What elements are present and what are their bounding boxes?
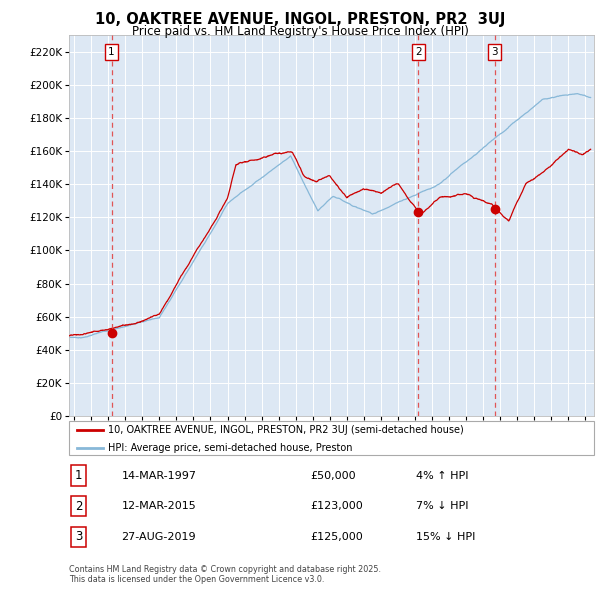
Text: 1: 1 (75, 469, 82, 482)
Text: 2: 2 (415, 47, 422, 57)
Text: Contains HM Land Registry data © Crown copyright and database right 2025.
This d: Contains HM Land Registry data © Crown c… (69, 565, 381, 584)
Text: Price paid vs. HM Land Registry's House Price Index (HPI): Price paid vs. HM Land Registry's House … (131, 25, 469, 38)
Text: 15% ↓ HPI: 15% ↓ HPI (415, 532, 475, 542)
FancyBboxPatch shape (69, 421, 594, 455)
Text: 10, OAKTREE AVENUE, INGOL, PRESTON, PR2 3UJ (semi-detached house): 10, OAKTREE AVENUE, INGOL, PRESTON, PR2 … (109, 425, 464, 435)
Text: 1: 1 (109, 47, 115, 57)
Text: 3: 3 (491, 47, 498, 57)
Text: £123,000: £123,000 (311, 502, 363, 511)
Text: 2: 2 (75, 500, 82, 513)
Text: £125,000: £125,000 (311, 532, 363, 542)
Text: 14-MAR-1997: 14-MAR-1997 (121, 471, 197, 480)
Text: £50,000: £50,000 (311, 471, 356, 480)
Text: 10, OAKTREE AVENUE, INGOL, PRESTON, PR2  3UJ: 10, OAKTREE AVENUE, INGOL, PRESTON, PR2 … (95, 12, 505, 27)
Text: 12-MAR-2015: 12-MAR-2015 (121, 502, 196, 511)
Text: HPI: Average price, semi-detached house, Preston: HPI: Average price, semi-detached house,… (109, 442, 353, 453)
Text: 3: 3 (75, 530, 82, 543)
Text: 4% ↑ HPI: 4% ↑ HPI (415, 471, 468, 480)
Text: 27-AUG-2019: 27-AUG-2019 (121, 532, 196, 542)
Text: 7% ↓ HPI: 7% ↓ HPI (415, 502, 468, 511)
